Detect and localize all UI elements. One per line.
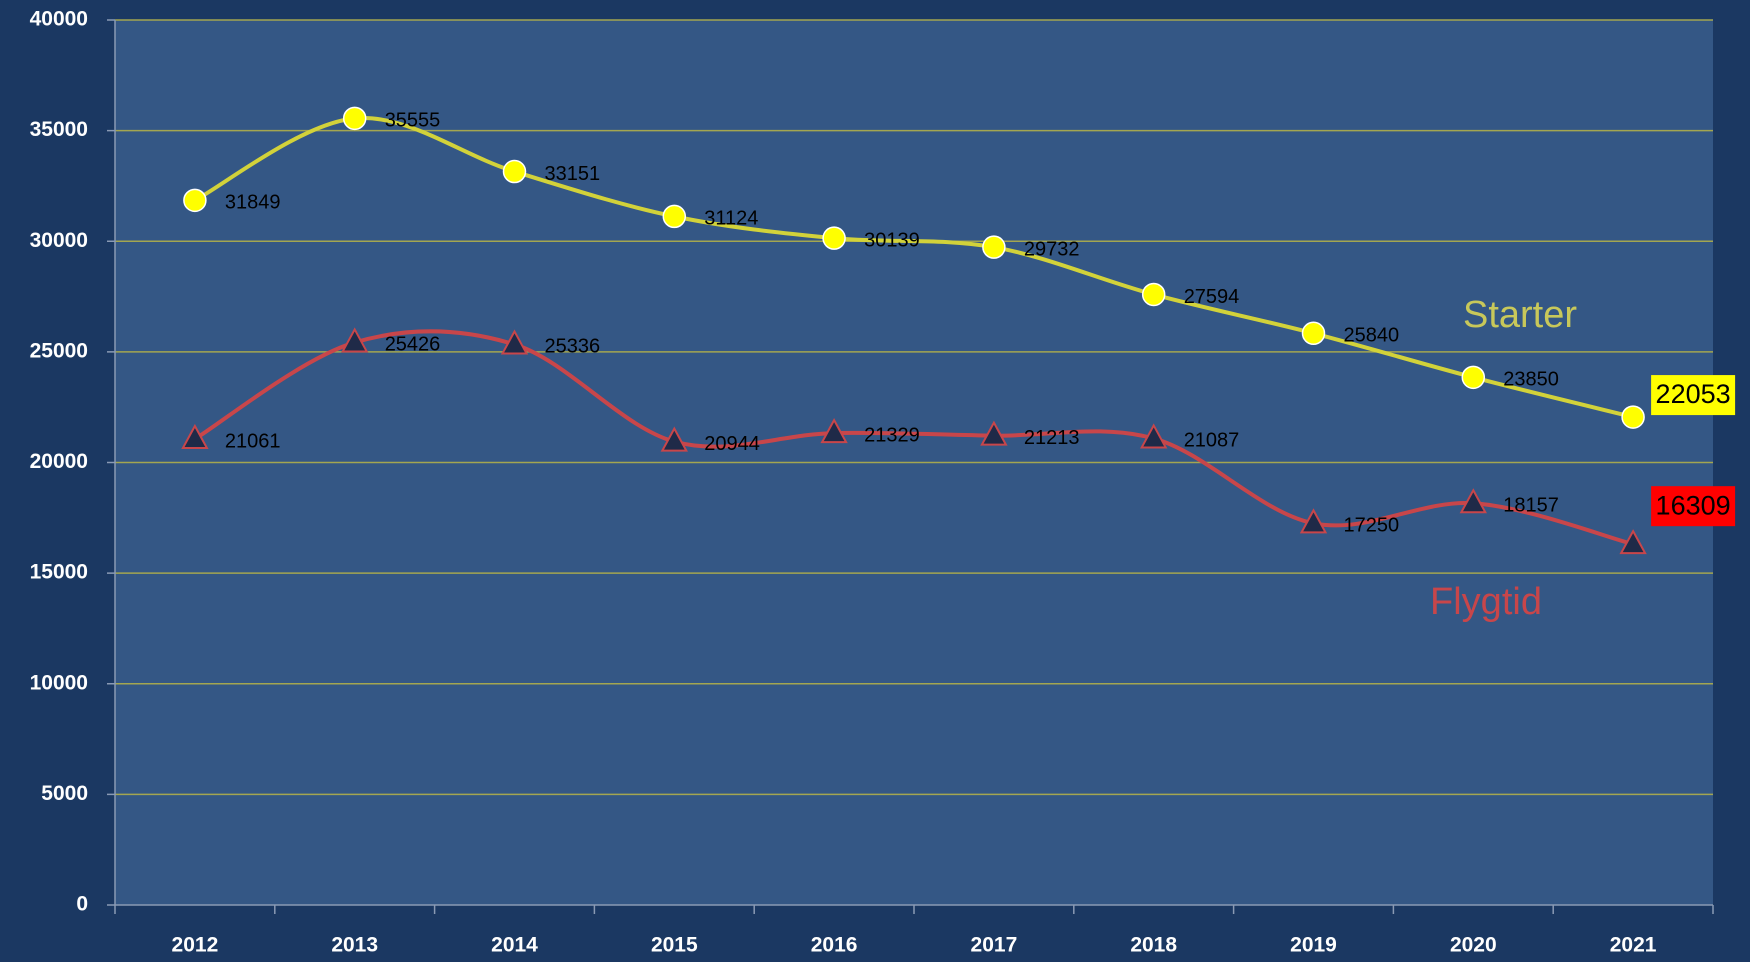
data-label: 23850 bbox=[1503, 369, 1559, 391]
x-tick-label: 2018 bbox=[1130, 934, 1177, 957]
x-tick-label: 2015 bbox=[651, 934, 698, 957]
marker bbox=[1462, 366, 1484, 388]
marker bbox=[504, 161, 526, 183]
data-label: 31124 bbox=[704, 208, 758, 230]
x-tick-label: 2020 bbox=[1450, 934, 1497, 957]
data-label: 27594 bbox=[1184, 286, 1240, 308]
marker bbox=[663, 205, 685, 227]
data-label: 33151 bbox=[545, 163, 601, 185]
marker bbox=[184, 189, 206, 211]
data-label: 25840 bbox=[1344, 325, 1400, 347]
marker bbox=[344, 107, 366, 129]
marker bbox=[1143, 283, 1165, 305]
marker bbox=[823, 227, 845, 249]
y-tick-label: 20000 bbox=[30, 450, 88, 473]
y-tick-label: 5000 bbox=[41, 782, 88, 805]
data-label: 22053 bbox=[1656, 379, 1731, 409]
data-label: 17250 bbox=[1344, 515, 1400, 537]
data-label: 16309 bbox=[1656, 490, 1731, 520]
data-label: 21087 bbox=[1184, 430, 1240, 452]
y-tick-label: 15000 bbox=[30, 561, 88, 584]
data-label: 18157 bbox=[1503, 495, 1559, 517]
marker bbox=[1622, 406, 1644, 428]
x-tick-label: 2016 bbox=[811, 934, 858, 957]
data-label: 35555 bbox=[385, 110, 441, 132]
x-tick-label: 2014 bbox=[491, 934, 538, 957]
x-tick-label: 2017 bbox=[971, 934, 1018, 957]
y-tick-label: 35000 bbox=[30, 118, 88, 141]
y-tick-label: 25000 bbox=[30, 339, 88, 362]
data-label: 30139 bbox=[864, 229, 920, 251]
data-label: 20944 bbox=[704, 433, 760, 455]
y-tick-label: 10000 bbox=[30, 671, 88, 694]
data-label: 21213 bbox=[1024, 427, 1080, 449]
x-tick-label: 2012 bbox=[172, 934, 219, 957]
y-tick-label: 30000 bbox=[30, 229, 88, 252]
data-label: 25336 bbox=[545, 336, 601, 358]
x-tick-label: 2019 bbox=[1290, 934, 1337, 957]
y-tick-label: 40000 bbox=[30, 8, 88, 31]
marker bbox=[1303, 322, 1325, 344]
series-name: Starter bbox=[1463, 294, 1577, 336]
x-tick-label: 2021 bbox=[1610, 934, 1657, 957]
data-label: 21329 bbox=[864, 424, 920, 446]
marker bbox=[983, 236, 1005, 258]
data-label: 31849 bbox=[225, 192, 281, 214]
x-tick-label: 2013 bbox=[331, 934, 378, 957]
data-label: 25426 bbox=[385, 334, 441, 356]
y-tick-label: 0 bbox=[76, 893, 88, 916]
data-label: 29732 bbox=[1024, 238, 1080, 260]
series-name: Flygtid bbox=[1430, 581, 1542, 623]
data-label: 21061 bbox=[225, 430, 281, 452]
chart: 0 5000 10000 15000 20000 25000 30000 35000 40000… bbox=[0, 0, 1750, 962]
